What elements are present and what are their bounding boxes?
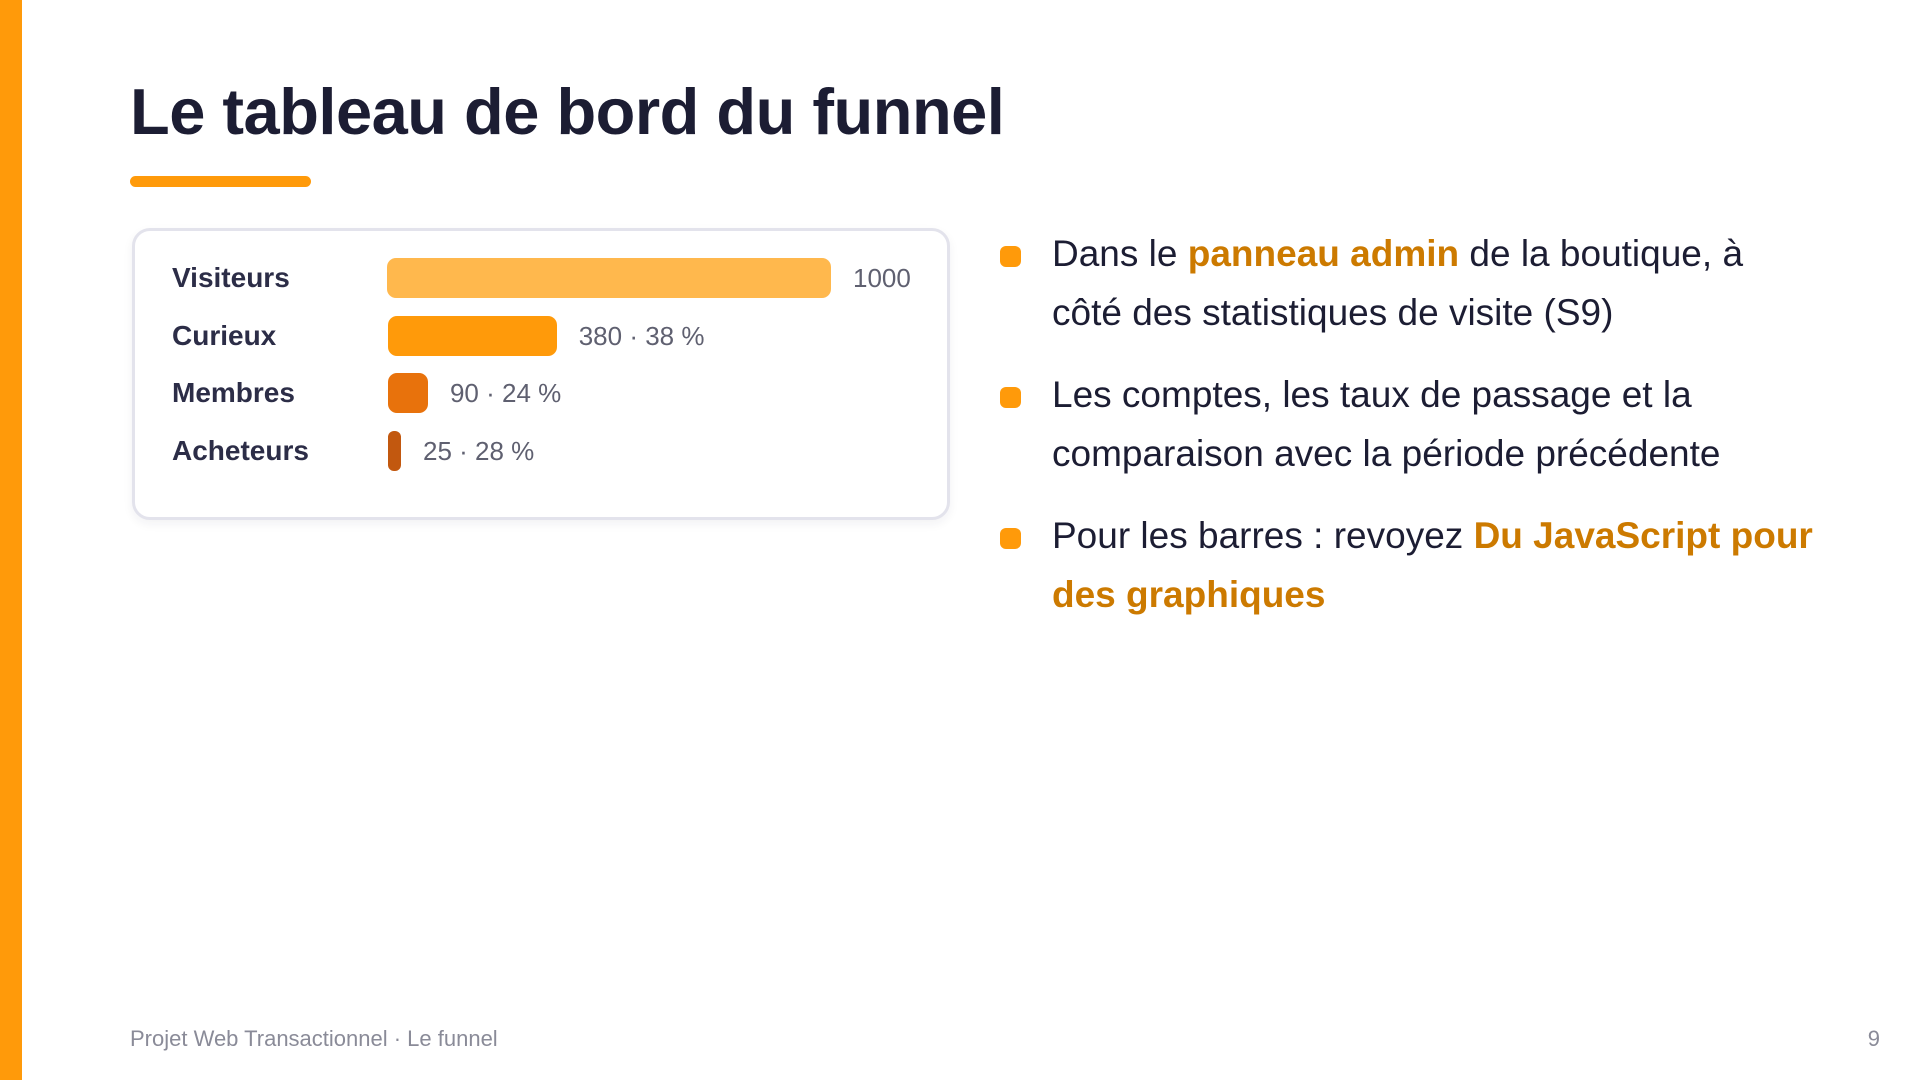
funnel-bar xyxy=(387,258,831,298)
funnel-row-membres: Membres 90 · 24 % xyxy=(135,373,947,413)
bullet-item: Pour les barres : revoyez Du JavaScript … xyxy=(1000,506,1820,624)
bullet-text: Dans le xyxy=(1052,233,1188,274)
page-number: 9 xyxy=(1867,1026,1880,1051)
funnel-label: Acheteurs xyxy=(172,435,309,466)
funnel-value: 380 · 38 % xyxy=(578,321,705,351)
bullet-text: de la boutique, à côté des statistiques … xyxy=(1052,233,1744,333)
footer-text: Projet Web Transactionnel · Le funnel xyxy=(130,1026,498,1051)
funnel-bar xyxy=(388,316,557,356)
slide-title: Le tableau de bord du funnel xyxy=(130,75,1005,148)
funnel-bar xyxy=(388,431,401,471)
funnel-row-curieux: Curieux 380 · 38 % xyxy=(135,316,947,356)
bullet-marker xyxy=(1000,387,1021,408)
title-underline xyxy=(130,176,311,187)
funnel-bar xyxy=(388,373,428,413)
bullet-text: Pour les barres : revoyez xyxy=(1052,515,1474,556)
funnel-value: 25 · 28 % xyxy=(423,436,535,466)
funnel-label: Membres xyxy=(172,377,295,408)
bullet-link[interactable]: Du JavaScript pour des graphiques xyxy=(1052,515,1813,615)
bullet-list: Dans le panneau admin de la boutique, à … xyxy=(1000,224,1820,647)
funnel-label: Curieux xyxy=(172,320,277,351)
funnel-value: 90 · 24 % xyxy=(449,378,562,408)
funnel-row-visiteurs: Visiteurs 1000 xyxy=(135,258,947,298)
funnel-card: Visiteurs 1000 Curieux 380 · 38 % Membre… xyxy=(132,228,950,520)
bullet-item: Dans le panneau admin de la boutique, à … xyxy=(1000,224,1820,342)
bullet-marker xyxy=(1000,528,1021,549)
funnel-row-acheteurs: Acheteurs 25 · 28 % xyxy=(135,431,947,471)
bullet-marker xyxy=(1000,246,1021,267)
bullet-text: Les comptes, les taux de passage et la c… xyxy=(1052,374,1721,474)
bullet-highlight: panneau admin xyxy=(1187,233,1460,274)
funnel-value: 1000 xyxy=(853,263,911,293)
funnel-label: Visiteurs xyxy=(172,262,290,293)
left-accent-bar xyxy=(0,0,22,1080)
bullet-item: Les comptes, les taux de passage et la c… xyxy=(1000,365,1820,483)
